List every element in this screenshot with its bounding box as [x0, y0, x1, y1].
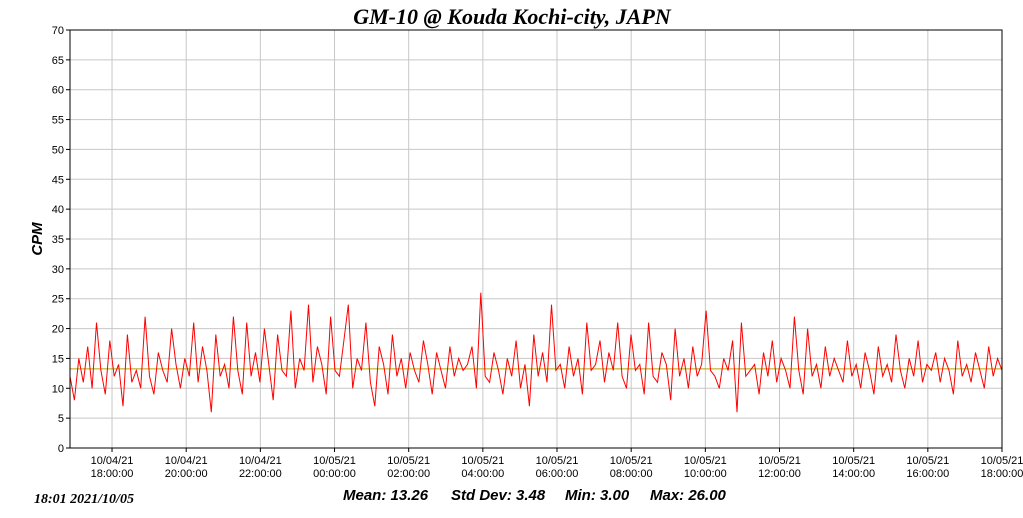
x-tick-time: 00:00:00	[313, 468, 356, 480]
y-tick-label: 55	[52, 115, 64, 127]
x-tick-date: 10/04/21	[165, 455, 208, 467]
x-tick-time: 08:00:00	[610, 468, 653, 480]
x-tick-date: 10/05/21	[387, 455, 430, 467]
x-tick-date: 10/04/21	[91, 455, 134, 467]
x-tick-date: 10/05/21	[461, 455, 504, 467]
x-tick-time: 12:00:00	[758, 468, 801, 480]
y-tick-label: 10	[52, 383, 64, 395]
x-tick-time: 10:00:00	[684, 468, 727, 480]
plot-frame	[69, 29, 1003, 449]
y-tick-label: 50	[52, 144, 64, 156]
axes	[66, 29, 1003, 452]
timestamp: 18:01 2021/10/05	[34, 492, 134, 507]
stat-max: Max: 26.00	[650, 487, 727, 504]
stat-std-dev: Std Dev: 3.48	[451, 487, 546, 504]
x-tick-time: 22:00:00	[239, 468, 282, 480]
y-tick-label: 15	[52, 353, 64, 365]
y-tick-label: 5	[58, 413, 64, 425]
y-tick-label: 0	[58, 443, 64, 455]
x-tick-time: 18:00:00	[91, 468, 134, 480]
x-tick-time: 20:00:00	[165, 468, 208, 480]
stat-mean: Mean: 13.26	[343, 487, 429, 504]
series-line	[69, 292, 1003, 413]
y-tick-label: 35	[52, 234, 64, 246]
y-axis-label: CPM	[29, 222, 46, 256]
x-tick-time: 04:00:00	[461, 468, 504, 480]
stat-min: Min: 3.00	[565, 487, 630, 504]
x-tick-time: 02:00:00	[387, 468, 430, 480]
x-tick-date: 10/05/21	[981, 455, 1023, 467]
y-tick-label: 60	[52, 85, 64, 97]
x-tick-date: 10/05/21	[610, 455, 653, 467]
x-tick-date: 10/05/21	[758, 455, 801, 467]
x-ticks: 10/04/2118:00:0010/04/2120:00:0010/04/21…	[91, 455, 1023, 480]
grid	[70, 30, 1002, 448]
x-tick-time: 18:00:00	[981, 468, 1023, 480]
y-tick-label: 30	[52, 264, 64, 276]
y-tick-label: 20	[52, 324, 64, 336]
x-tick-date: 10/05/21	[906, 455, 949, 467]
y-tick-label: 40	[52, 204, 64, 216]
x-tick-time: 16:00:00	[906, 468, 949, 480]
x-tick-date: 10/05/21	[536, 455, 579, 467]
x-tick-date: 10/05/21	[832, 455, 875, 467]
series-layer	[69, 292, 1003, 413]
x-tick-time: 14:00:00	[832, 468, 875, 480]
chart-title: GM-10 @ Kouda Kochi-city, JAPN	[353, 4, 672, 29]
x-tick-date: 10/05/21	[313, 455, 356, 467]
y-tick-label: 70	[52, 25, 64, 37]
x-tick-date: 10/05/21	[684, 455, 727, 467]
y-tick-label: 25	[52, 294, 64, 306]
x-tick-date: 10/04/21	[239, 455, 282, 467]
y-ticks: 0 5 10 15 20 25 30 35 40 45 50 55 60 65 70	[52, 25, 64, 455]
y-tick-label: 65	[52, 55, 64, 67]
y-tick-label: 45	[52, 174, 64, 186]
x-tick-time: 06:00:00	[536, 468, 579, 480]
